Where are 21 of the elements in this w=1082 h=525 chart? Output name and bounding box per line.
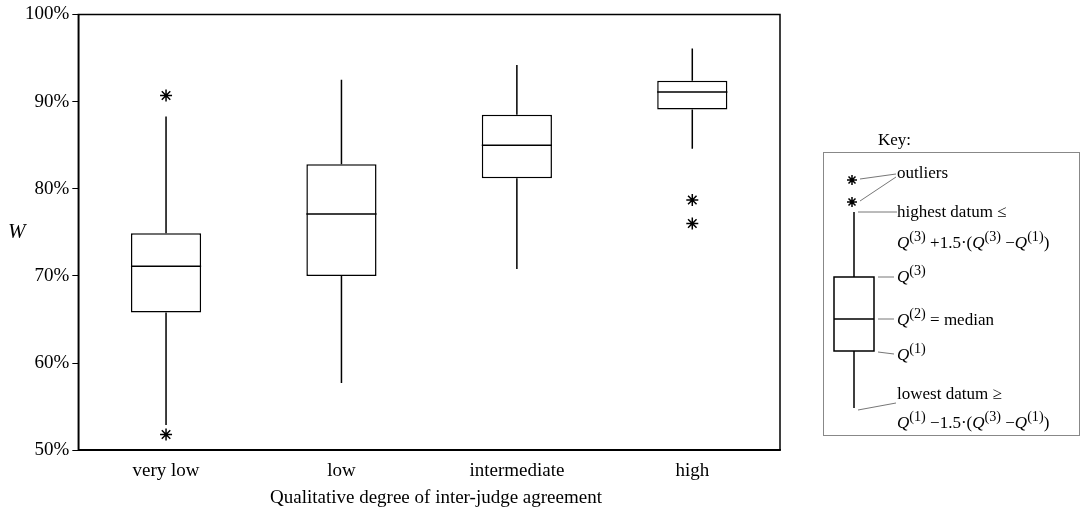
- x-axis-title: Qualitative degree of inter-judge agreement: [269, 486, 603, 508]
- x-tick-label: low: [327, 458, 356, 480]
- text: Key:: [878, 130, 912, 150]
- y-tick-label: 60%: [34, 351, 70, 373]
- y-tick-label: 50%: [34, 438, 70, 460]
- y-tick-label: 80%: [34, 176, 70, 198]
- y-tick-label: 90%: [34, 89, 70, 111]
- text: highest datum ≤: [897, 202, 1007, 221]
- text: lowest datum ≥: [897, 384, 1002, 403]
- x-tick-label: very low: [132, 458, 200, 480]
- text: Q$^{(3)}$: [897, 262, 926, 286]
- y-axis-title: W: [8, 218, 28, 243]
- x-tick-label: intermediate: [469, 458, 565, 480]
- text: Q$^{(2)}$ = median: [897, 305, 994, 329]
- y-tick-label: 70%: [34, 263, 70, 285]
- x-tick-label: high: [675, 458, 710, 480]
- text: Q$^{(1)}$: [897, 340, 926, 364]
- y-tick-label: 100%: [25, 2, 70, 24]
- text: Q$^{(3)}$ +1.5·(Q$^{(3)}$ −Q$^{(1)}$): [897, 228, 1050, 252]
- text: outliers: [897, 163, 948, 182]
- text: Q$^{(1)}$ −1.5·(Q$^{(3)}$ −Q$^{(1)}$): [897, 408, 1050, 432]
